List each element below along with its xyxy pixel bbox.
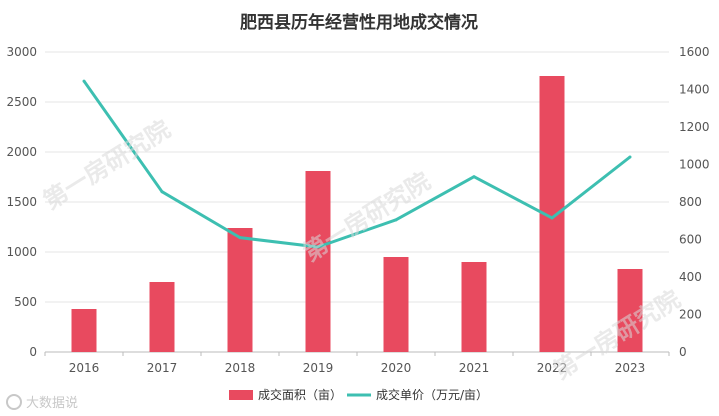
right-tick-label: 1600 bbox=[679, 45, 710, 59]
brand-text: 大数据说 bbox=[26, 396, 78, 411]
brand-logo: 大数据说 bbox=[6, 394, 78, 411]
line-point bbox=[628, 155, 632, 159]
line-point bbox=[316, 245, 320, 249]
right-tick-label: 800 bbox=[679, 195, 702, 209]
chart-title: 肥西县历年经营性用地成交情况 bbox=[240, 12, 478, 33]
line-point bbox=[82, 79, 86, 83]
line-point bbox=[160, 190, 164, 194]
line-series bbox=[82, 79, 632, 249]
left-tick-label: 3000 bbox=[6, 45, 37, 59]
x-tick-label: 2022 bbox=[537, 361, 568, 375]
bar bbox=[617, 269, 643, 352]
left-tick-label: 1500 bbox=[6, 195, 37, 209]
x-tick-label: 2018 bbox=[225, 361, 256, 375]
right-tick-label: 1200 bbox=[679, 120, 710, 134]
line-point bbox=[238, 236, 242, 240]
grid-lines bbox=[45, 51, 669, 353]
legend-label-bar: 成交面积（亩） bbox=[258, 387, 342, 402]
left-tick-label: 1000 bbox=[6, 245, 37, 259]
x-tick-label: 2021 bbox=[459, 361, 490, 375]
x-tick-label: 2016 bbox=[69, 361, 100, 375]
legend: 成交面积（亩） 成交单价（万元/亩） bbox=[229, 387, 488, 402]
line-point bbox=[550, 216, 554, 220]
line-point bbox=[394, 218, 398, 222]
bar-series bbox=[71, 76, 643, 352]
right-y-axis: 0 200 400 600 800 1000 1200 1400 1600 bbox=[679, 45, 710, 359]
right-tick-label: 600 bbox=[679, 233, 702, 247]
x-tick-label: 2023 bbox=[615, 361, 646, 375]
line-point bbox=[472, 175, 476, 179]
right-tick-label: 1000 bbox=[679, 158, 710, 172]
legend-swatch-bar bbox=[229, 390, 253, 400]
x-axis: 2016 2017 2018 2019 2020 2021 2022 2023 bbox=[44, 352, 670, 375]
bar bbox=[71, 309, 97, 352]
bar bbox=[149, 282, 175, 352]
left-tick-label: 2000 bbox=[6, 145, 37, 159]
right-tick-label: 0 bbox=[679, 345, 687, 359]
bar bbox=[227, 228, 253, 352]
right-tick-label: 1400 bbox=[679, 83, 710, 97]
right-tick-label: 400 bbox=[679, 270, 702, 284]
left-tick-label: 0 bbox=[29, 345, 37, 359]
line-path bbox=[82, 80, 631, 249]
x-tick-label: 2017 bbox=[147, 361, 178, 375]
left-y-axis: 0 500 1000 1500 2000 2500 3000 bbox=[6, 45, 37, 359]
watermark-text: 第一房研究院 bbox=[38, 115, 175, 215]
legend-label-line: 成交单价（万元/亩） bbox=[376, 387, 488, 402]
bar bbox=[383, 257, 409, 352]
x-tick-label: 2020 bbox=[381, 361, 412, 375]
bar bbox=[305, 171, 331, 352]
brand-icon bbox=[6, 394, 22, 410]
x-tick-label: 2019 bbox=[303, 361, 334, 375]
bar bbox=[461, 262, 487, 352]
right-tick-label: 200 bbox=[679, 308, 702, 322]
left-tick-label: 500 bbox=[14, 295, 37, 309]
left-tick-label: 2500 bbox=[6, 95, 37, 109]
